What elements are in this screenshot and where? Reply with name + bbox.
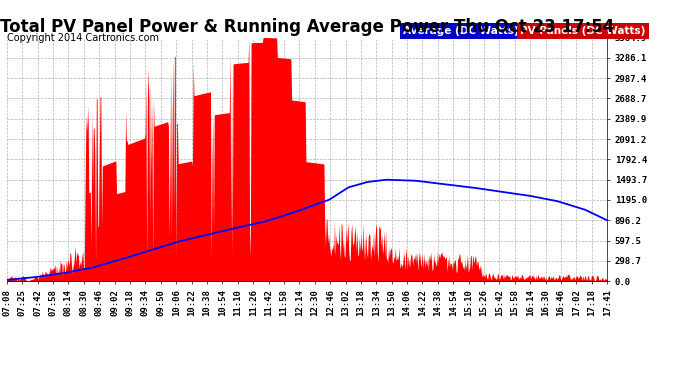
Text: Copyright 2014 Cartronics.com: Copyright 2014 Cartronics.com — [7, 33, 159, 43]
Title: Total PV Panel Power & Running Average Power Thu Oct 23 17:54: Total PV Panel Power & Running Average P… — [0, 18, 614, 36]
Text: Average (DC Watts): Average (DC Watts) — [403, 26, 519, 36]
Text: PV Panels (DC Watts): PV Panels (DC Watts) — [520, 26, 646, 36]
